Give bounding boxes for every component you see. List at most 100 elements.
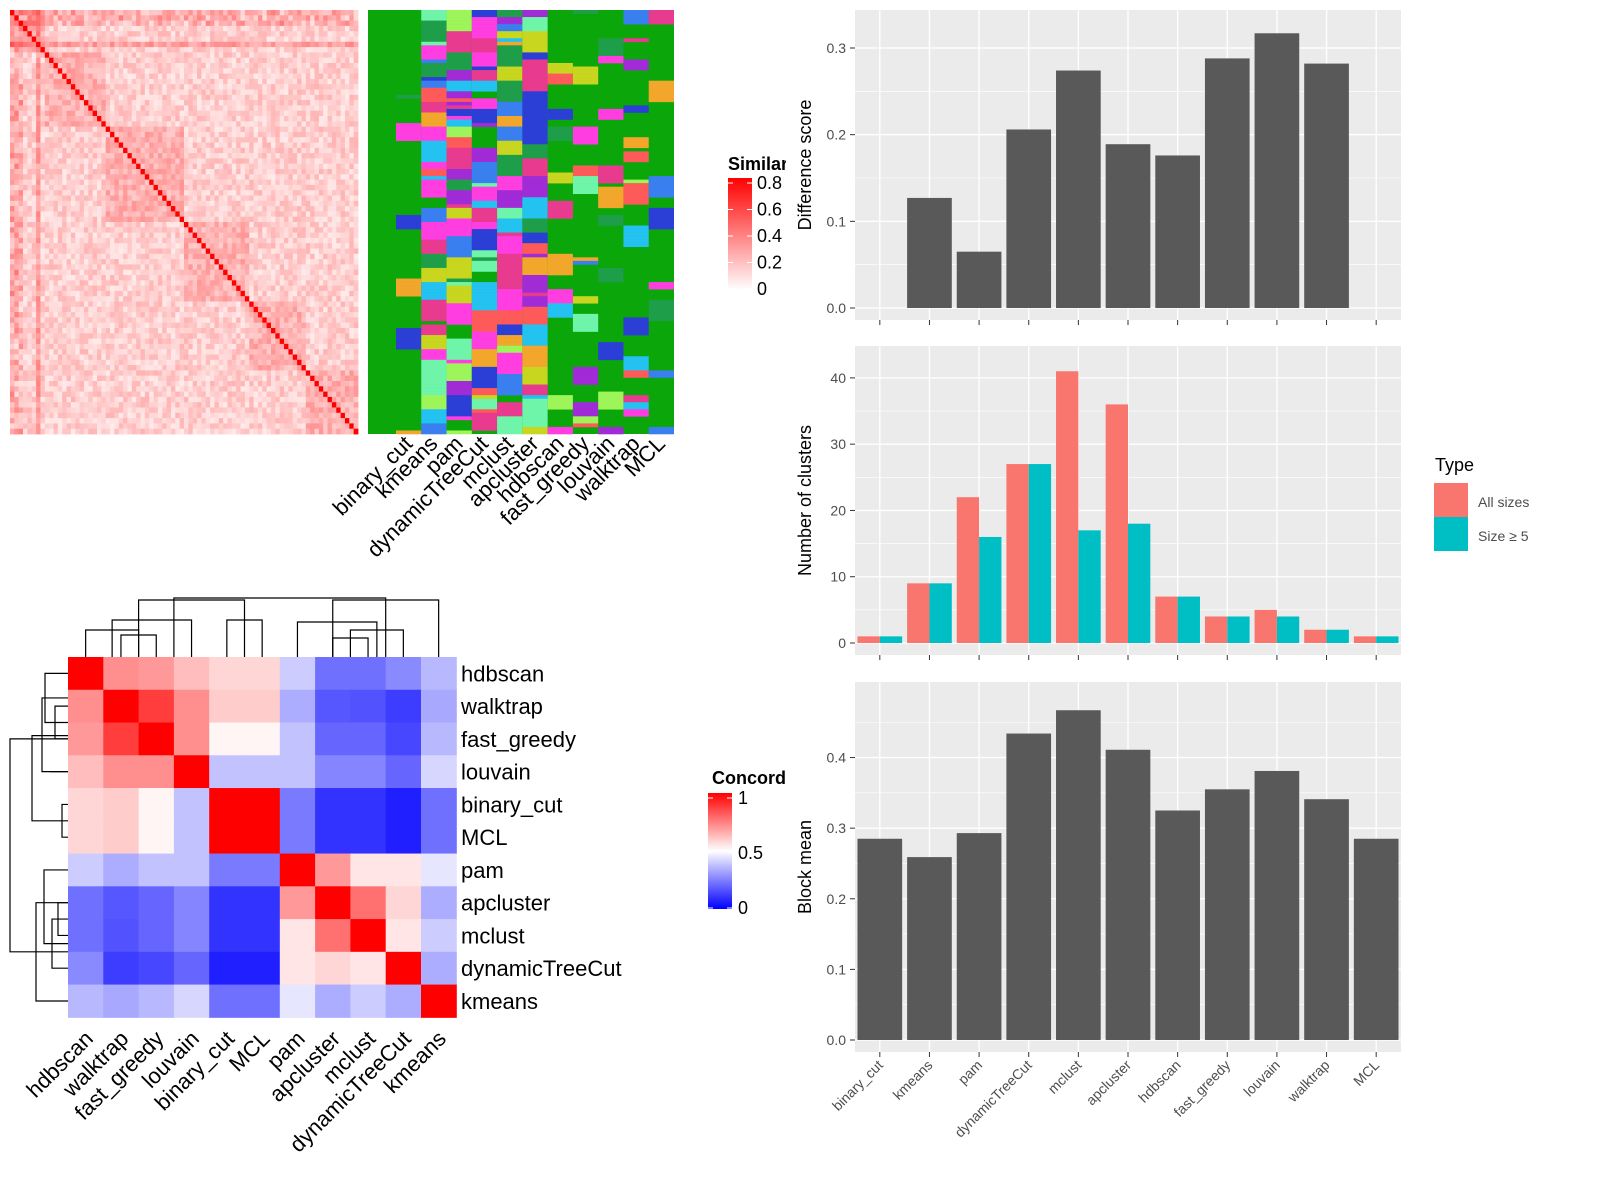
similarity-cell [249, 322, 254, 329]
similarity-cell [153, 100, 159, 106]
similarity-cell [331, 36, 337, 43]
similarity-cell [288, 47, 294, 53]
similarity-cell [318, 52, 324, 59]
similarity-cell [301, 31, 307, 37]
similarity-cell [240, 110, 246, 117]
similarity-cell [353, 47, 359, 53]
similarity-cell [75, 317, 80, 324]
similarity-cell [44, 222, 50, 228]
similarity-cell [166, 89, 172, 96]
similarity-cell [70, 211, 76, 218]
similarity-cell [79, 36, 85, 43]
similarity-cell [49, 333, 54, 339]
similarity-cell [240, 174, 246, 180]
similarity-cell [114, 105, 120, 112]
similarity-cell [244, 328, 250, 334]
similarity-cell [31, 110, 37, 117]
similarity-cell [305, 63, 311, 69]
similarity-cell [271, 248, 276, 255]
similarity-cell [10, 84, 15, 90]
similarity-cell [201, 105, 207, 112]
similarity-cell [349, 137, 355, 143]
similarity-cell [105, 126, 111, 133]
similarity-cell [127, 36, 133, 43]
similarity-cell [266, 306, 272, 313]
similarity-cell [127, 269, 133, 276]
similarity-cell [244, 290, 250, 297]
similarity-cell [18, 78, 24, 85]
similarity-cell [240, 25, 246, 32]
similarity-cell [170, 290, 176, 297]
similarity-cell [49, 52, 54, 59]
similarity-cell [101, 179, 107, 186]
similarity-cell [344, 116, 350, 122]
similarity-cell [70, 280, 76, 286]
similarity-cell [166, 36, 172, 43]
similarity-cell [62, 73, 67, 80]
similarity-cell [240, 147, 246, 154]
similarity-cell [188, 25, 194, 32]
similarity-cell [123, 269, 128, 276]
similarity-cell [53, 269, 59, 276]
similarity-cell [205, 322, 211, 329]
similarity-cell [75, 306, 80, 313]
similarity-cell [249, 275, 254, 281]
similarity-cell [114, 190, 120, 196]
similarity-cell [83, 264, 89, 271]
similarity-cell [292, 269, 298, 276]
similarity-cell [210, 131, 215, 138]
similarity-cell [162, 275, 167, 281]
similarity-cell [184, 312, 189, 318]
similarity-cell [131, 200, 137, 207]
similarity-cell [44, 15, 50, 21]
similarity-cell [244, 232, 250, 239]
similarity-cell [105, 237, 111, 244]
similarity-cell [127, 306, 133, 313]
similarity-cell [66, 131, 72, 138]
similarity-cell [97, 137, 102, 143]
similarity-cell [227, 296, 233, 302]
similarity-cell [110, 163, 115, 170]
similarity-cell [166, 25, 172, 32]
similarity-cell [279, 105, 285, 112]
similarity-cell [340, 222, 346, 228]
similarity-cell [170, 312, 176, 318]
similarity-cell [292, 301, 298, 308]
similarity-cell [253, 296, 259, 302]
similarity-cell [188, 73, 194, 80]
similarity-cell [188, 275, 194, 281]
similarity-cell [253, 211, 259, 218]
similarity-cell [131, 301, 137, 308]
similarity-cell [153, 259, 159, 265]
similarity-cell [10, 47, 15, 53]
similarity-cell [118, 275, 124, 281]
similarity-cell [88, 52, 94, 59]
similarity-cell [305, 41, 311, 48]
similarity-cell [92, 216, 98, 223]
similarity-cell [310, 20, 315, 27]
similarity-cell [144, 285, 150, 292]
similarity-cell [40, 190, 46, 196]
similarity-cell [136, 25, 141, 32]
similarity-cell [97, 211, 102, 218]
similarity-cell [70, 227, 76, 233]
similarity-cell [323, 153, 328, 159]
similarity-cell [284, 195, 289, 202]
similarity-cell [92, 63, 98, 69]
similarity-cell [170, 73, 176, 80]
similarity-cell [323, 306, 328, 313]
similarity-cell [284, 296, 289, 302]
similarity-cell [140, 306, 146, 313]
similarity-cell [175, 312, 181, 318]
similarity-cell [66, 222, 72, 228]
similarity-cell [327, 195, 333, 202]
similarity-cell [271, 169, 276, 175]
similarity-cell [149, 121, 154, 127]
similarity-cell [327, 264, 333, 271]
similarity-cell [192, 47, 198, 53]
similarity-cell [262, 306, 268, 313]
similarity-cell [184, 200, 189, 207]
similarity-cell [292, 131, 298, 138]
similarity-cell [127, 89, 133, 96]
similarity-cell [110, 121, 115, 127]
